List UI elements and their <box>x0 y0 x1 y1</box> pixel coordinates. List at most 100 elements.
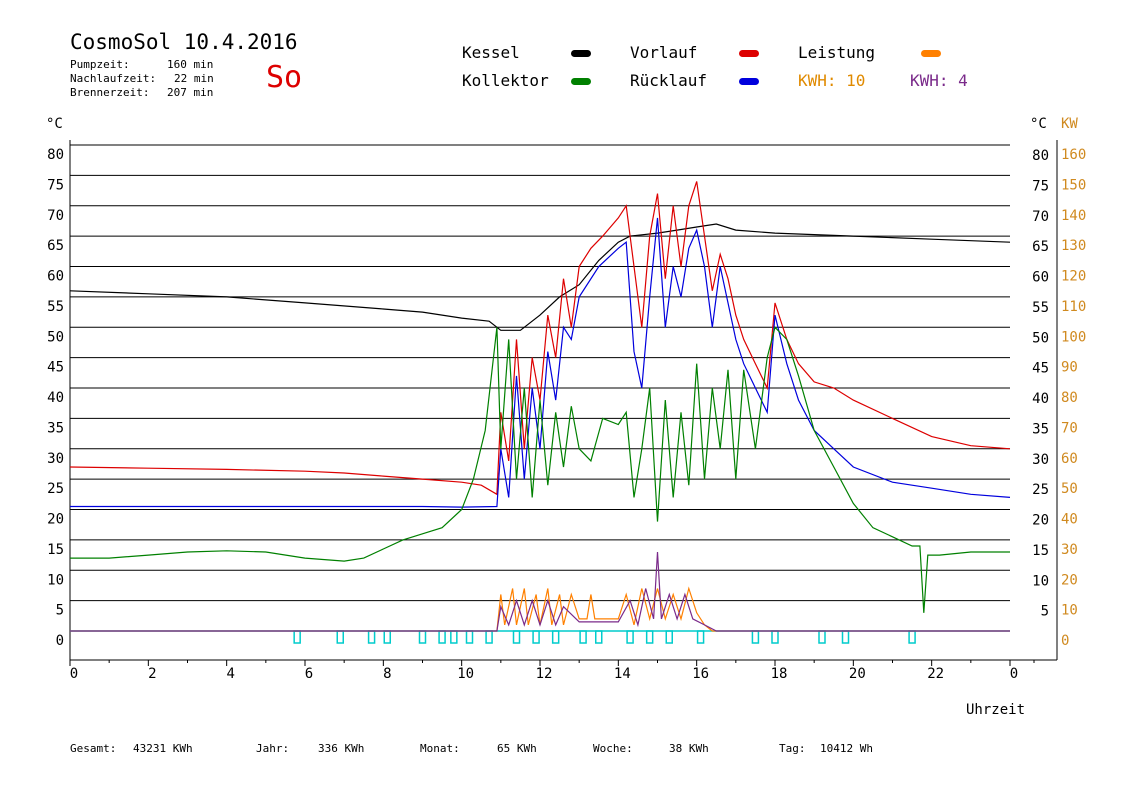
pump-marker <box>595 630 603 644</box>
y3-tick-label: 50 <box>1061 481 1078 497</box>
pump-marker <box>818 630 826 644</box>
pump-marker <box>532 630 540 644</box>
y3-tick-label: 140 <box>1061 208 1086 224</box>
pump-marker <box>450 630 458 644</box>
y2-tick-label: 75 <box>1032 178 1049 194</box>
pump-marker <box>438 630 446 644</box>
y2-tick-label: 10 <box>1032 573 1049 589</box>
x-tick-label: 18 <box>771 666 788 682</box>
footer-label: Gesamt: <box>70 742 117 755</box>
legend-kessel-label: Kessel <box>462 43 520 62</box>
footer-value: 10412 Wh <box>820 742 873 755</box>
y-tick-label: 75 <box>47 177 64 193</box>
y3-tick-label: 80 <box>1061 390 1078 406</box>
x-axis-label: Uhrzeit <box>966 702 1025 718</box>
legend-kwh1-label: KWH: 10 <box>798 71 866 90</box>
stat-value: 160 min <box>167 58 214 71</box>
y2-tick-label: 15 <box>1032 543 1049 559</box>
legend-ruecklauf-label: Rücklauf <box>630 71 708 90</box>
y2-tick-label: 5 <box>1041 604 1049 620</box>
footer-label: Woche: <box>593 742 633 755</box>
x-tick-label: 12 <box>536 666 553 682</box>
pump-marker <box>908 630 916 644</box>
x-tick-label: 16 <box>692 666 709 682</box>
series-line-leistung <box>70 586 1010 632</box>
stat-value: 22 min <box>174 72 214 85</box>
y2-tick-label: 55 <box>1032 300 1049 316</box>
x-tick-label: 20 <box>849 666 866 682</box>
stat-label: Pumpzeit: <box>70 58 130 71</box>
y2-tick-label: 65 <box>1032 239 1049 255</box>
x-tick-label: 2 <box>148 666 156 682</box>
pump-marker <box>751 630 760 644</box>
footer-label: Jahr: <box>256 742 290 755</box>
x-tick-label: 6 <box>305 666 313 682</box>
x-tick-label: 0 <box>1010 666 1018 682</box>
y3-tick-label: 130 <box>1061 238 1086 254</box>
stat-label: Brennerzeit: <box>70 86 150 99</box>
page-title: CosmoSol 10.4.2016 <box>70 30 298 54</box>
y3-tick-label: 60 <box>1061 451 1078 467</box>
y2-axis-unit: °C <box>1030 116 1047 132</box>
pump-marker <box>696 630 705 644</box>
legend-leistung-swatch <box>921 50 941 57</box>
pump-marker <box>551 630 560 644</box>
series-line-kwh-4 <box>70 551 1010 632</box>
x-tick-label: 22 <box>927 666 944 682</box>
y-tick-label: 0 <box>56 633 64 649</box>
series-line-kessel <box>69 223 1011 331</box>
x-tick-label: 10 <box>457 666 474 682</box>
y-tick-label: 10 <box>47 572 64 588</box>
y-tick-label: 65 <box>47 238 64 254</box>
y2-tick-label: 35 <box>1032 421 1049 437</box>
legend-kollektor-label: Kollektor <box>462 71 549 90</box>
y2-tick-label: 50 <box>1032 330 1049 346</box>
y-tick-label: 15 <box>47 542 64 558</box>
y3-tick-label: 0 <box>1061 633 1069 649</box>
y3-tick-label: 30 <box>1061 542 1078 558</box>
y-tick-label: 55 <box>47 299 64 315</box>
y2-tick-label: 80 <box>1032 148 1049 164</box>
y2-tick-label: 60 <box>1032 270 1049 286</box>
legend-kwh2-label: KWH: 4 <box>910 71 968 90</box>
series-line-vorlauf <box>69 181 1011 496</box>
y-tick-label: 40 <box>47 390 64 406</box>
legend-leistung-label: Leistung <box>798 43 876 62</box>
legend-ruecklauf-swatch <box>739 78 759 85</box>
y3-tick-label: 40 <box>1061 512 1078 528</box>
series-line-r-cklauf <box>70 217 1011 508</box>
y3-tick-label: 90 <box>1061 360 1078 376</box>
legend-vorlauf-label: Vorlauf <box>630 43 698 62</box>
y-tick-label: 35 <box>47 420 64 436</box>
pump-marker <box>512 630 521 644</box>
pump-marker <box>465 630 474 644</box>
pump-marker <box>665 630 673 644</box>
y3-tick-label: 160 <box>1061 147 1086 163</box>
footer-label: Monat: <box>420 742 460 755</box>
y-tick-label: 50 <box>47 329 64 345</box>
y2-tick-label: 25 <box>1032 482 1049 498</box>
pump-marker <box>336 630 344 644</box>
y-tick-label: 25 <box>47 481 64 497</box>
pump-marker <box>367 630 376 644</box>
y2-tick-label: 20 <box>1032 513 1049 529</box>
weekday-label: So <box>266 60 303 95</box>
pump-marker <box>485 630 493 644</box>
x-tick-label: 0 <box>70 666 78 682</box>
y3-tick-label: 120 <box>1061 269 1086 285</box>
y-tick-label: 45 <box>47 360 64 376</box>
footer-label: Tag: <box>779 742 806 755</box>
legend-kessel-swatch <box>571 50 591 57</box>
legend-vorlauf-swatch <box>739 50 759 57</box>
pump-marker <box>841 630 850 644</box>
y3-tick-label: 100 <box>1061 329 1086 345</box>
footer-value: 43231 KWh <box>133 742 193 755</box>
y-tick-label: 5 <box>56 603 64 619</box>
x-tick-label: 14 <box>614 666 631 682</box>
stat-value: 207 min <box>167 86 214 99</box>
pump-marker <box>293 630 301 644</box>
y3-tick-label: 110 <box>1061 299 1086 315</box>
y3-tick-label: 150 <box>1061 177 1086 193</box>
pump-marker <box>418 630 427 644</box>
